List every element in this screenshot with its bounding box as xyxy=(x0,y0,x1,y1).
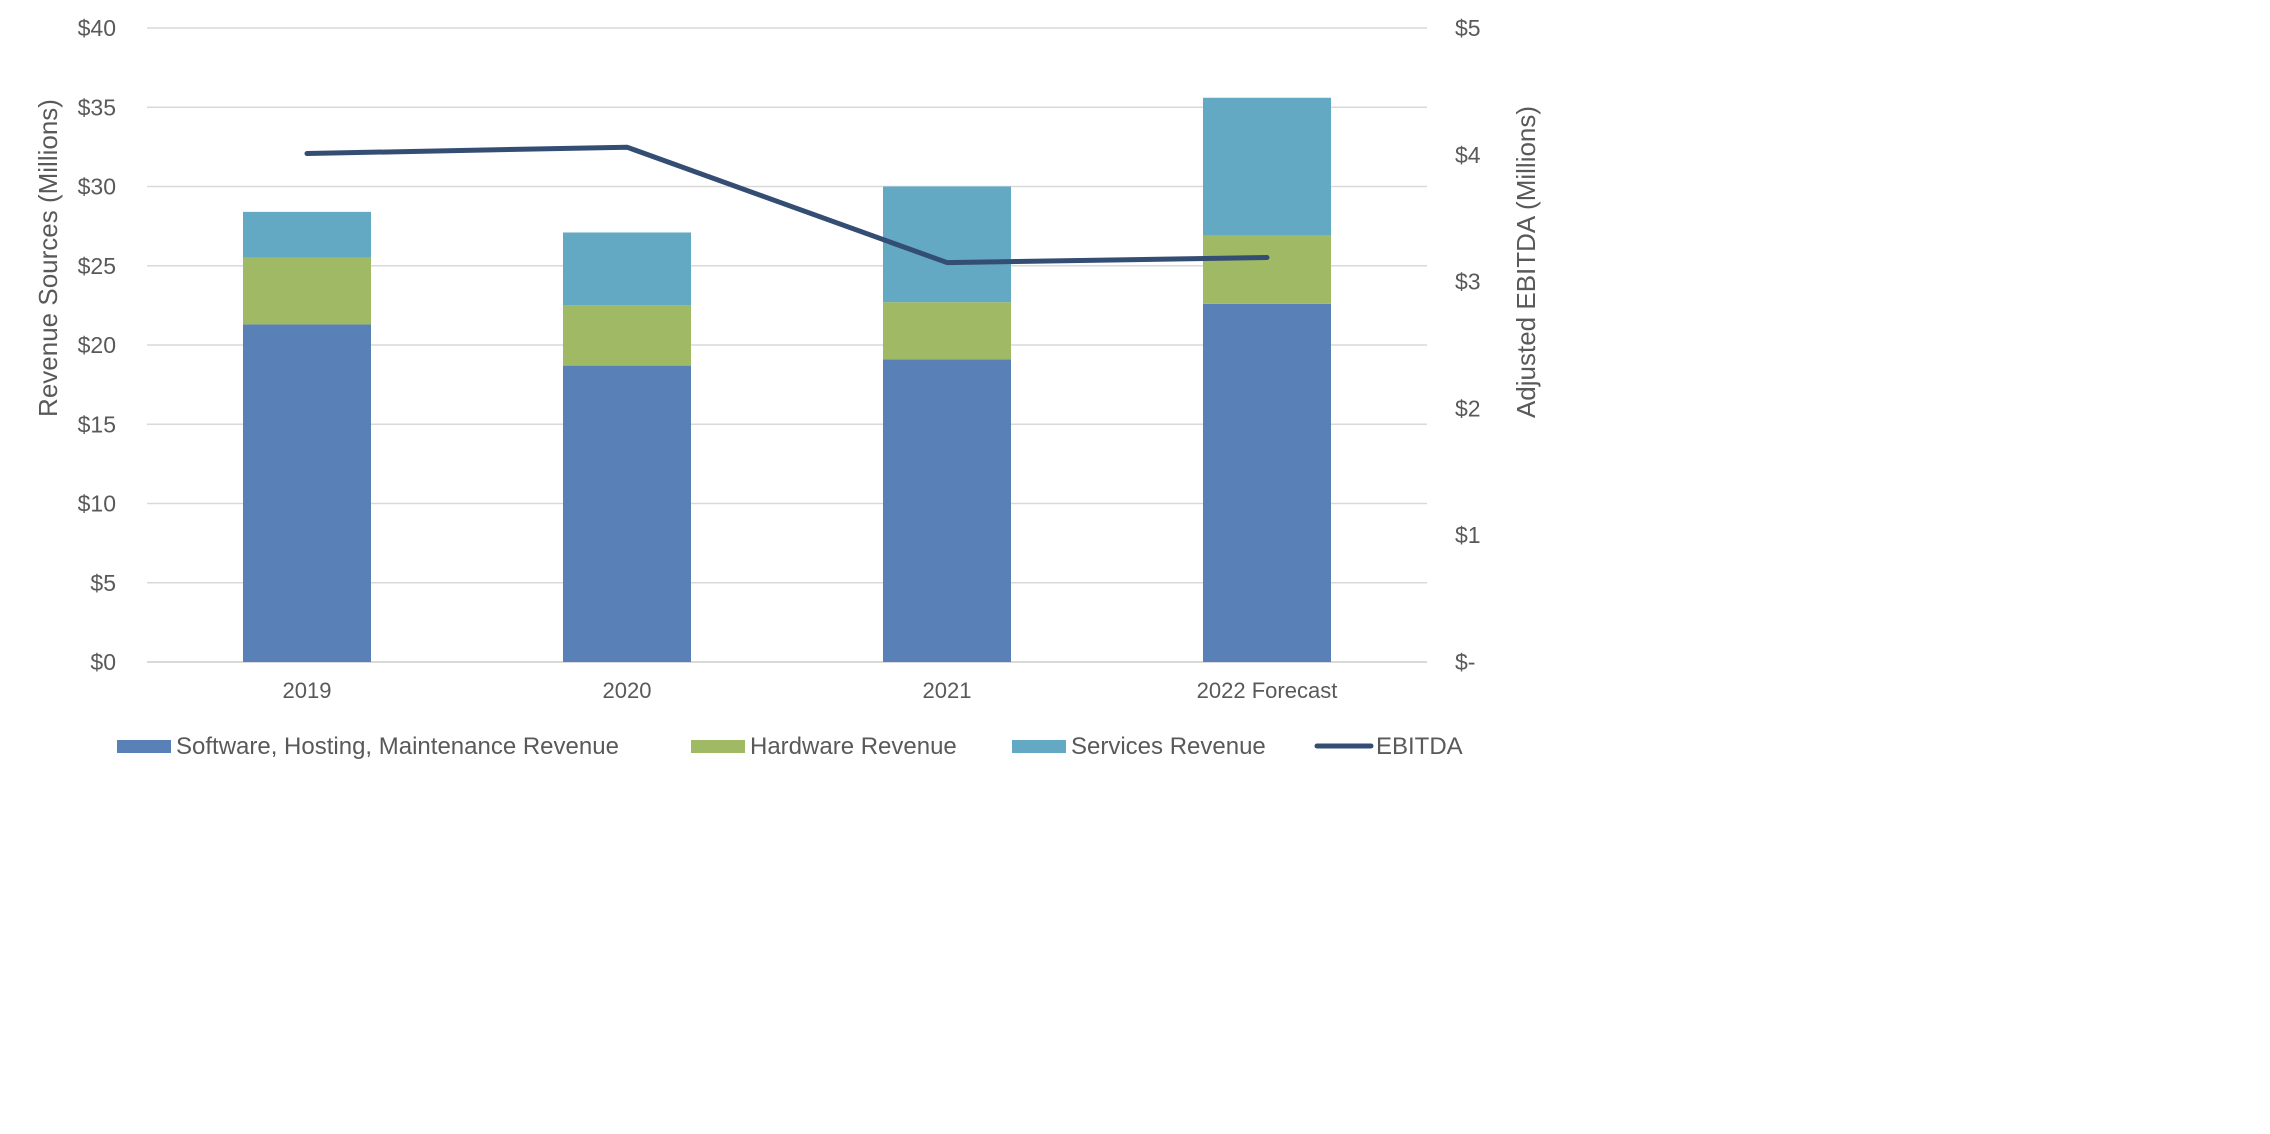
y2-tick-label: $4 xyxy=(1455,142,1481,168)
bar-segment xyxy=(1203,97,1331,236)
y-tick-label: $35 xyxy=(78,94,116,120)
legend-label: Services Revenue xyxy=(1071,733,1266,760)
left-axis-title: Revenue Sources (Millions) xyxy=(33,99,63,417)
right-axis-title: Adjusted EBITDA (Millions) xyxy=(1511,106,1541,418)
bar-segment xyxy=(563,365,691,662)
y2-tick-label: $1 xyxy=(1455,522,1481,548)
y-tick-label: $20 xyxy=(78,332,116,358)
left-axis-ticks: $0 $5 $10 $15 $20 $25 $30 $35 $40 xyxy=(78,15,116,675)
bar-segment xyxy=(243,324,371,662)
x-axis-ticks: 2019 2020 2021 2022 Forecast xyxy=(283,678,1338,703)
legend-swatch xyxy=(1012,740,1066,753)
bar-segment xyxy=(883,359,1011,662)
bar-series xyxy=(243,97,1331,662)
legend: Software, Hosting, Maintenance Revenue Ha… xyxy=(117,733,1463,760)
y2-tick-label: $2 xyxy=(1455,395,1481,421)
revenue-ebitda-chart: $0 $5 $10 $15 $20 $25 $30 $35 $40 $- $1 $2 $3 $4 $5 2… xyxy=(33,15,1541,760)
legend-label: Software, Hosting, Maintenance Revenue xyxy=(176,733,619,760)
y-tick-label: $40 xyxy=(78,15,116,41)
right-axis-ticks: $- $1 $2 $3 $4 $5 xyxy=(1455,15,1481,675)
y-tick-label: $5 xyxy=(90,570,116,596)
bar-segment xyxy=(883,186,1011,303)
bar-segment xyxy=(1203,235,1331,304)
bar-segment xyxy=(563,305,691,366)
legend-swatch xyxy=(117,740,171,753)
bar-segment xyxy=(563,232,691,306)
y-tick-label: $25 xyxy=(78,253,116,279)
y-tick-label: $10 xyxy=(78,491,116,517)
bar-segment xyxy=(883,302,1011,360)
y-tick-label: $15 xyxy=(78,411,116,437)
y-tick-label: $30 xyxy=(78,174,116,200)
legend-label: Hardware Revenue xyxy=(750,733,957,760)
x-tick-label: 2022 Forecast xyxy=(1197,678,1338,703)
legend-label: EBITDA xyxy=(1376,733,1463,760)
x-tick-label: 2019 xyxy=(283,678,332,703)
y2-tick-label: $- xyxy=(1455,649,1475,675)
x-tick-label: 2020 xyxy=(603,678,652,703)
line-series xyxy=(304,144,1270,266)
ebitda-line xyxy=(304,144,1270,266)
y2-tick-label: $3 xyxy=(1455,269,1481,295)
bar-segment xyxy=(1203,303,1331,662)
bar-segment xyxy=(243,211,371,258)
legend-swatch xyxy=(691,740,745,753)
bar-segment xyxy=(243,257,371,325)
chart-container: $0 $5 $10 $15 $20 $25 $30 $35 $40 $- $1 $2 $3 $4 $5 2… xyxy=(0,0,1568,784)
y2-tick-label: $5 xyxy=(1455,15,1481,41)
x-tick-label: 2021 xyxy=(923,678,972,703)
y-tick-label: $0 xyxy=(90,649,116,675)
